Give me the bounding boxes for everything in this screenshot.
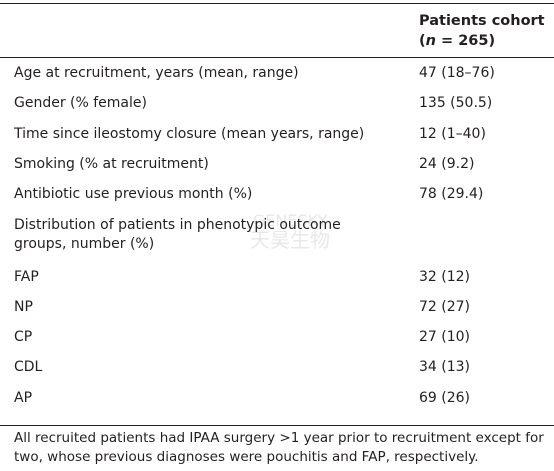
footnote: All recruited patients had IPAA surgery … (14, 430, 544, 465)
row-label: CP (14, 329, 33, 346)
row-value: 135 (50.5) (419, 95, 493, 112)
row-value: 47 (18–76) (419, 65, 495, 81)
row-label: NP (14, 298, 33, 315)
top-rule (0, 3, 554, 4)
row-value: 32 (12) (419, 268, 471, 285)
row-label: Antibiotic use previous month (%) (14, 186, 253, 203)
row-value: 72 (27) (419, 298, 471, 315)
header-line: Patients cohort (419, 13, 545, 29)
row-value: 78 (29.4) (419, 186, 484, 203)
row-value: 34 (13) (419, 359, 471, 376)
row-label: AP (14, 389, 33, 406)
row-label: Time since ileostomy closure (mean years… (14, 125, 365, 142)
row-label: Smoking (% at recruitment) (14, 155, 209, 172)
row-label: CDL (14, 359, 43, 376)
header-rule (0, 57, 554, 58)
watermark: GENESKY 天昊生物 (250, 212, 330, 251)
row-label: Gender (% female) (14, 95, 147, 112)
header-line: (n = 265) (419, 31, 545, 51)
row-value: 69 (26) (419, 389, 471, 406)
bottom-rule (0, 425, 554, 426)
row-value: 24 (9.2) (419, 155, 475, 172)
header-part: ( (419, 33, 426, 49)
row-value: 12 (1–40) (419, 125, 486, 142)
watermark-text: GENESKY (252, 211, 328, 230)
watermark-text: 天昊生物 (250, 228, 330, 252)
row-label: Distribution of patients in phenotypic o… (14, 216, 341, 252)
row-label: FAP (14, 268, 39, 285)
row-label: Age at recruitment, years (mean, range) (14, 65, 299, 81)
header-part: n (425, 33, 436, 49)
row-value: 27 (10) (419, 329, 471, 346)
column-header: Patients cohort (n = 265) (419, 11, 545, 51)
header-part: = 265) (435, 33, 496, 49)
